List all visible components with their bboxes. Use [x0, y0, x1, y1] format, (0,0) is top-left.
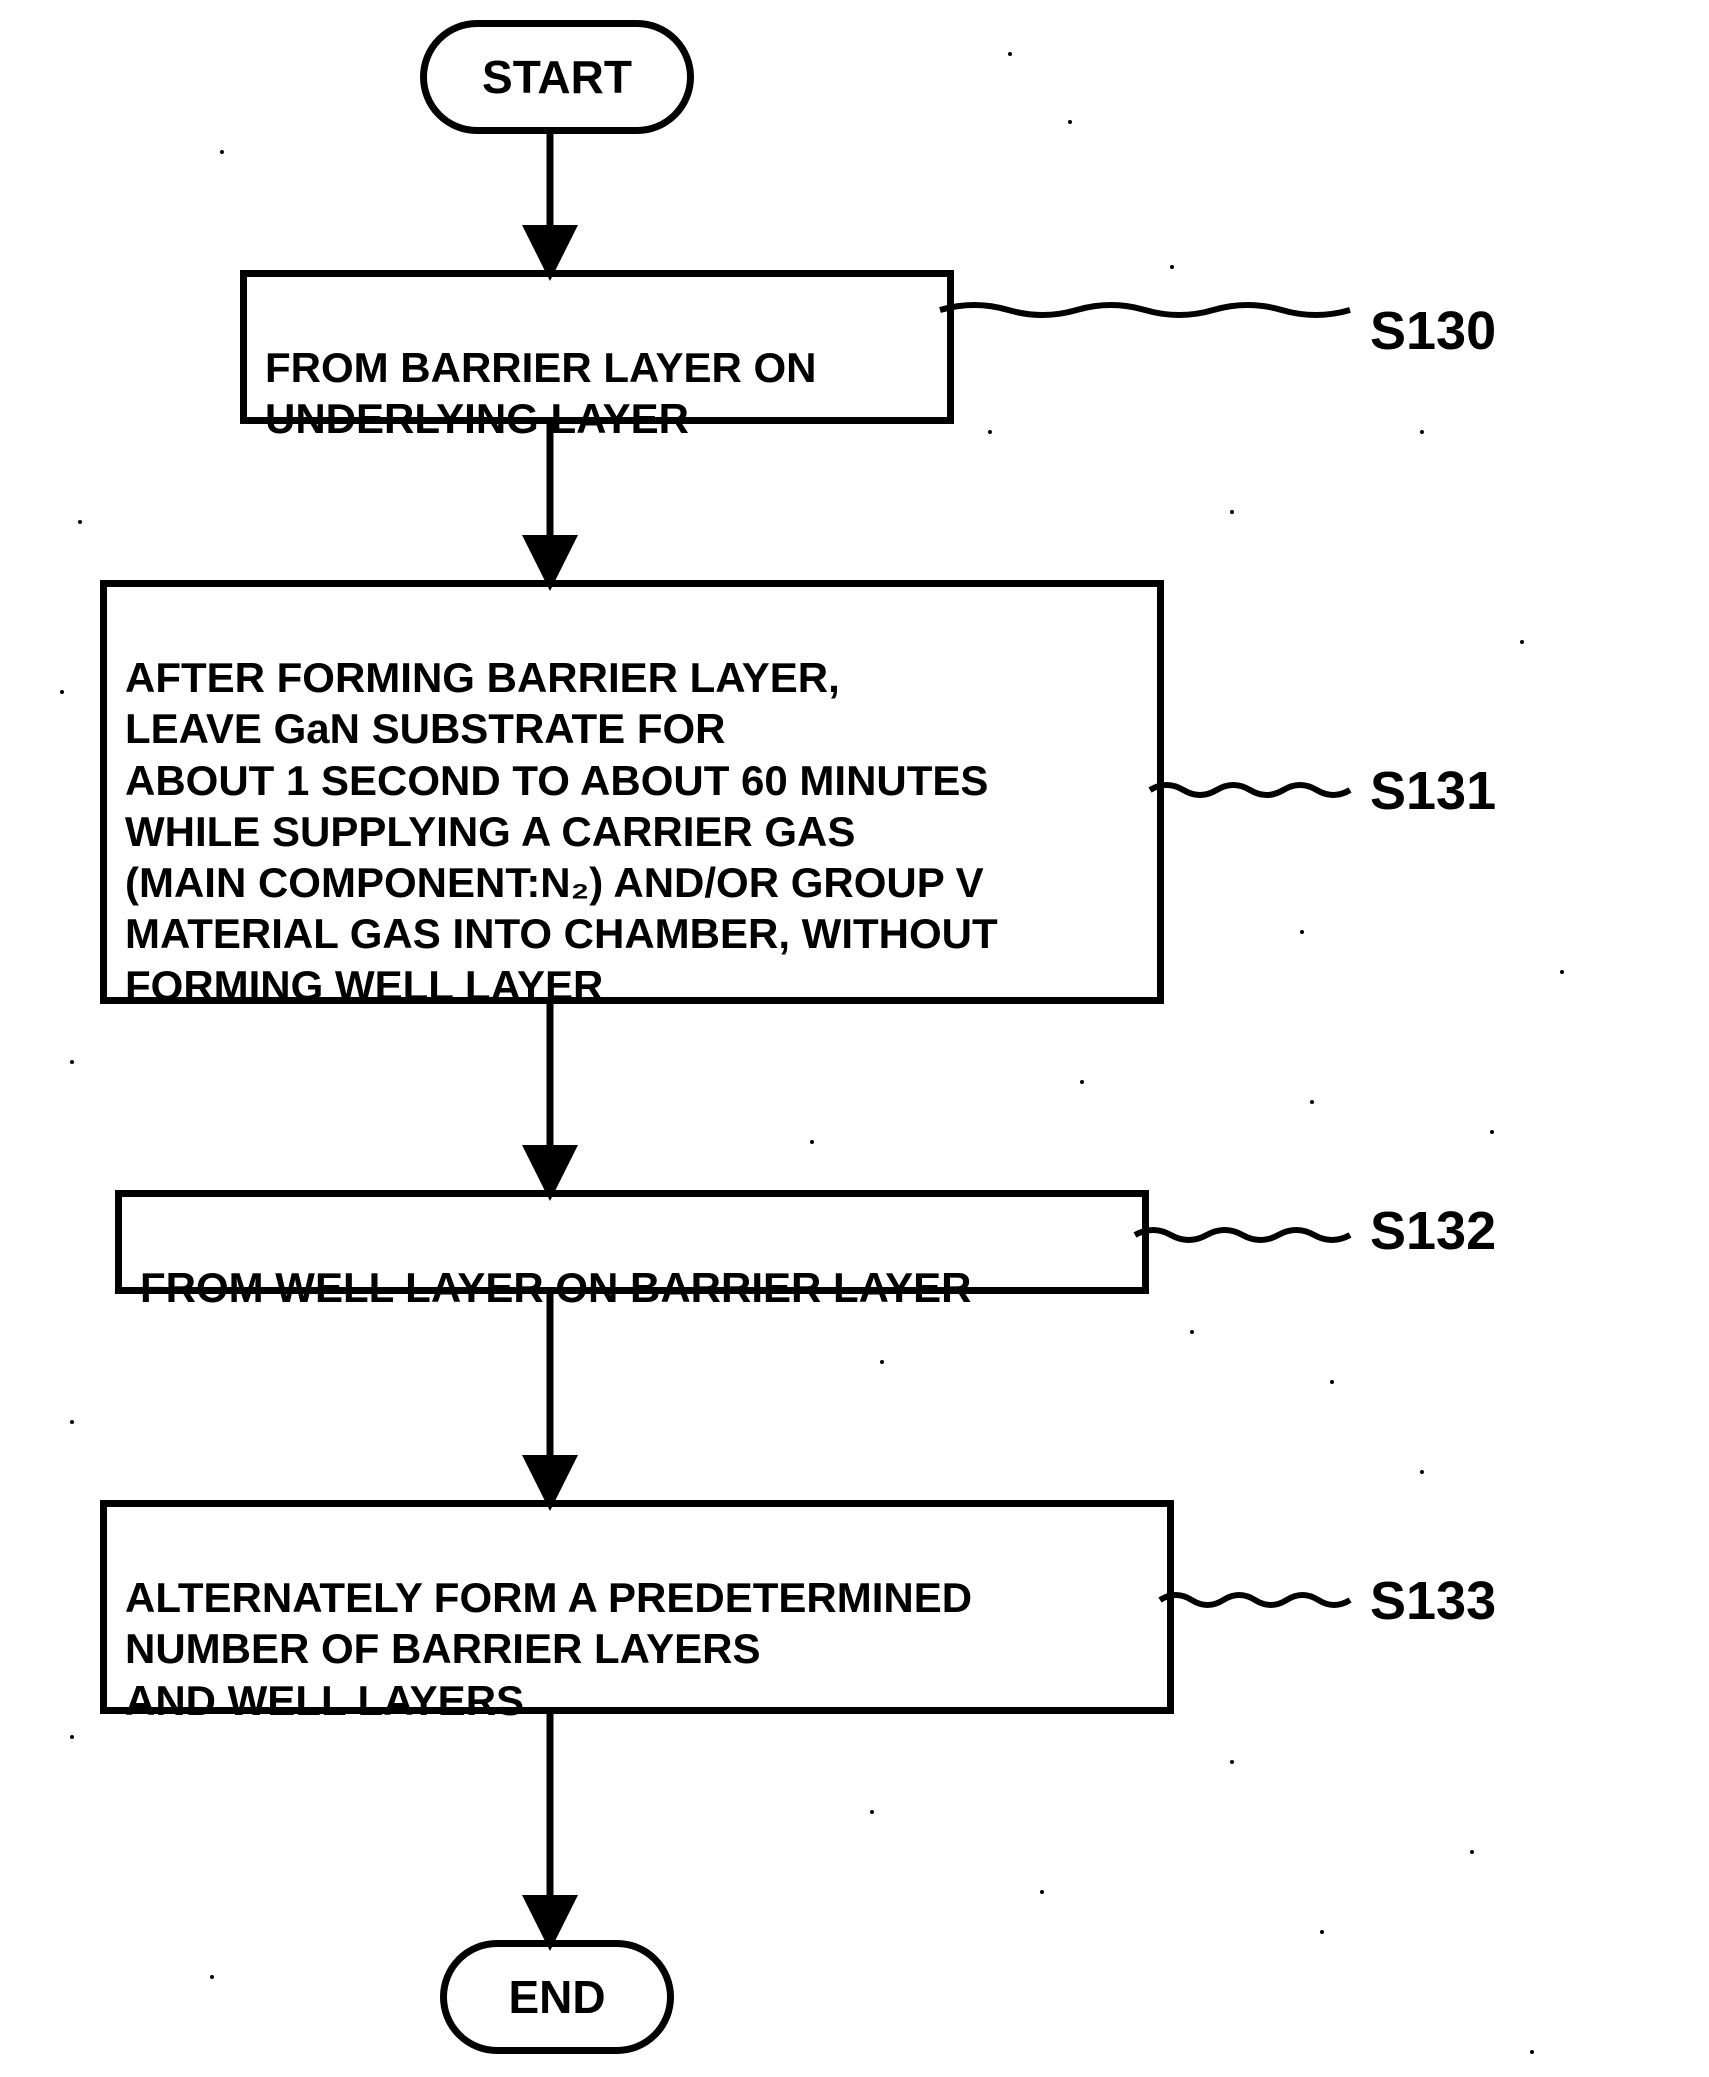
start-label: START	[482, 50, 632, 104]
end-terminator: END	[440, 1940, 674, 2054]
step-box-s133: ALTERNATELY FORM A PREDETERMINED NUMBER …	[100, 1500, 1174, 1714]
step-box-s131: AFTER FORMING BARRIER LAYER, LEAVE GaN S…	[100, 580, 1164, 1004]
step-text-s131: AFTER FORMING BARRIER LAYER, LEAVE GaN S…	[125, 654, 998, 1008]
start-terminator: START	[420, 20, 694, 134]
step-text-s133: ALTERNATELY FORM A PREDETERMINED NUMBER …	[125, 1574, 972, 1723]
step-label-s131: S131	[1370, 760, 1496, 822]
step-box-s130: FROM BARRIER LAYER ON UNDERLYING LAYER	[240, 270, 954, 424]
step-text-s130: FROM BARRIER LAYER ON UNDERLYING LAYER	[265, 344, 816, 442]
step-text-s132: FROM WELL LAYER ON BARRIER LAYER	[140, 1264, 972, 1311]
step-label-s132: S132	[1370, 1200, 1496, 1262]
step-box-s132: FROM WELL LAYER ON BARRIER LAYER	[115, 1190, 1149, 1294]
step-label-s133: S133	[1370, 1570, 1496, 1632]
end-label: END	[508, 1970, 605, 2024]
step-label-s130: S130	[1370, 300, 1496, 362]
